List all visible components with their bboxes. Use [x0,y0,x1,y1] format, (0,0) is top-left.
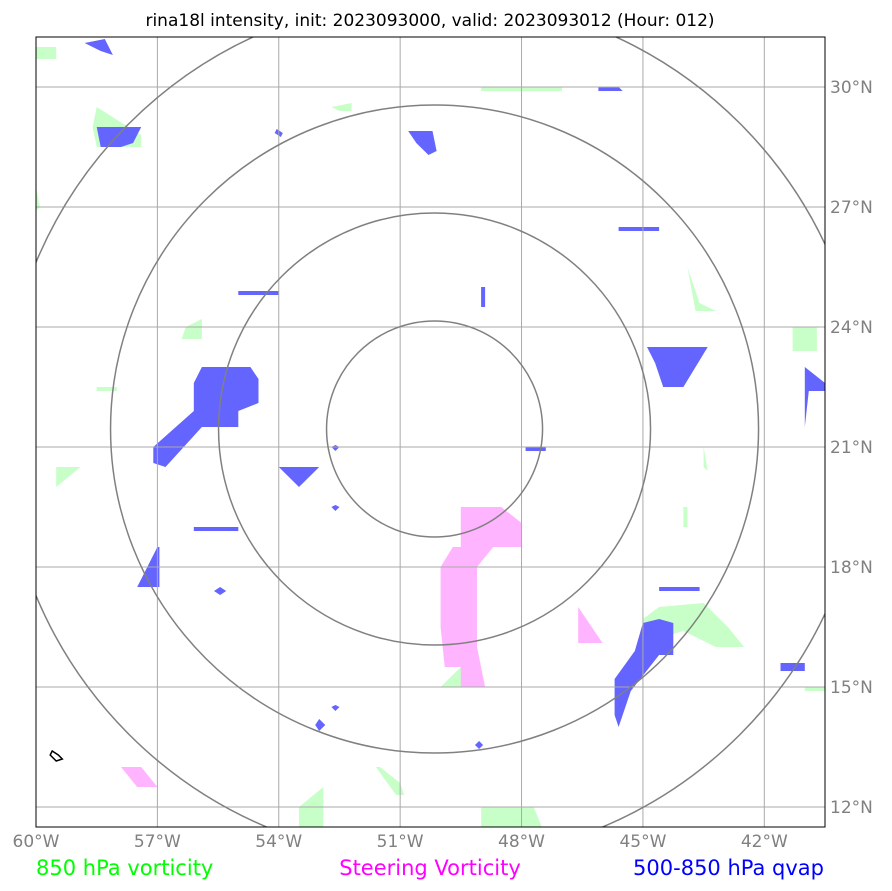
vorticity-850-region [804,687,825,691]
vorticity-850-region [96,387,117,391]
vorticity-850-region [792,327,817,351]
vorticity-850-region [440,667,465,687]
x-tick-label: 51°W [377,832,424,852]
vorticity-850-region [642,603,745,647]
chart-title: rina18l intensity, init: 2023093000, val… [145,11,714,31]
x-tick-label: 45°W [619,832,666,852]
vorticity-850-region [331,103,352,111]
qvap-region [153,367,259,467]
vorticity-850-region [36,47,57,59]
vorticity-850-region [375,767,405,795]
qvap-region [525,447,546,451]
x-tick-label: 60°W [13,832,60,852]
y-tick-label: 30°N [830,78,873,98]
y-tick-label: 21°N [830,438,873,458]
y-tick-label: 12°N [830,798,873,818]
plot-area: 60°W 57°W 54°W 51°W 48°W 45°W 42°W 12°N 15°N 18°N… [13,36,873,852]
qvap-region [481,287,486,307]
qvap-region [598,87,623,91]
qvap-region [614,619,674,727]
x-tick-label: 54°W [255,832,302,852]
range-ring [325,320,544,538]
vorticity-850-region [703,447,708,471]
vorticity-850-region [687,267,716,311]
qvap-region [475,741,484,749]
x-tick-label: 57°W [134,832,181,852]
steering-vorticity-region [121,767,158,787]
vorticity-850-region [481,807,542,827]
legend: 850 hPa vorticity Steering Vorticity 500… [36,856,824,880]
steering-vorticity-region [440,507,522,687]
range-ring [217,212,652,646]
qvap-region [238,291,279,295]
small-contour [49,749,64,762]
legend-entry-steering: Steering Vorticity [339,856,521,880]
x-tick-label: 48°W [498,832,545,852]
y-tick-label: 18°N [830,558,873,578]
qvap-region [618,227,660,231]
plot-frame [35,36,826,828]
range-ring [109,104,760,754]
x-tick-label: 42°W [741,832,788,852]
qvap-region [331,445,340,451]
qvap-region [193,527,239,531]
qvap-region [331,505,340,511]
qvap-region [278,467,320,487]
qvap-region [408,131,437,155]
vorticity-850-region [683,507,688,527]
qvap-region [780,663,805,671]
steering-vorticity-region [578,603,603,643]
qvap-region [804,367,825,427]
qvap-region [84,39,113,55]
qvap-region [647,347,708,387]
vorticity-850-region [36,187,40,211]
qvap-region [315,719,326,731]
vorticity-850-region [56,467,81,487]
legend-entry-qvap: 500-850 hPa qvap [633,856,824,880]
qvap-region [659,587,700,591]
vorticity-850-region [181,319,202,339]
legend-entry-vorticity: 850 hPa vorticity [36,856,213,880]
y-tick-label: 24°N [830,318,873,338]
y-tick-label: 27°N [830,198,873,218]
qvap-region [214,587,227,595]
plot-content [36,37,825,827]
qvap-region [96,127,142,147]
qvap-region [331,705,340,711]
y-tick-label: 15°N [830,678,873,698]
